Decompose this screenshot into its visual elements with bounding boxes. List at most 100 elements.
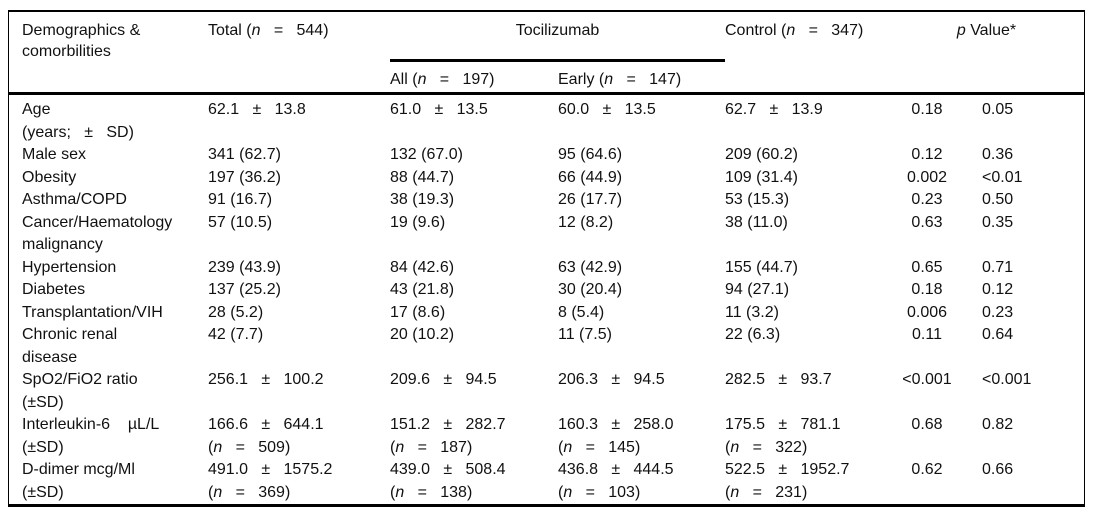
- row-label: Hypertension: [22, 257, 208, 280]
- header-group-tocilizumab: Tocilizumab: [390, 12, 725, 62]
- text-part: = 187): [404, 438, 473, 456]
- text-part: (: [390, 483, 396, 501]
- cell-control: 22 (6.3): [725, 324, 895, 369]
- cell-total: 57 (10.5): [208, 212, 390, 257]
- cell-line: 84 (42.6): [390, 258, 455, 276]
- text-part: = 197): [426, 71, 495, 88]
- cell-all: 38 (19.3): [390, 189, 558, 212]
- cell-total: 197 (36.2): [208, 167, 390, 190]
- cell-line: 17 (8.6): [390, 303, 446, 321]
- row-label: Chronic renal disease: [22, 324, 208, 369]
- cell-line: <0.001: [902, 371, 952, 388]
- cell-line: 0.82: [982, 416, 1014, 433]
- text-part: n: [251, 22, 261, 39]
- cell-line: 0.50: [982, 191, 1014, 208]
- cell-line: 439.0 ± 508.4: [390, 461, 506, 478]
- cell-line: Hypertension: [22, 258, 117, 276]
- cell-line: 151.2 ± 282.7: [390, 416, 506, 433]
- table-row: Hypertension 239 (43.9) 84 (42.6) 63 (42.9)…: [9, 257, 1084, 280]
- cell-line: 109 (31.4): [725, 168, 798, 186]
- cell-line: 282.5 ± 93.7: [725, 371, 832, 388]
- cell-p1: 0.62: [895, 459, 973, 504]
- cell-line: 12 (8.2): [558, 213, 614, 231]
- cell-control: 109 (31.4): [725, 167, 895, 190]
- cell-line: (n = 187): [390, 437, 558, 460]
- cell-p2: 0.64: [973, 324, 1084, 369]
- cell-line: Transplantation/VIH: [22, 303, 163, 321]
- cell-line: Chronic renal: [22, 326, 118, 343]
- cell-p1: 0.18: [895, 99, 973, 144]
- cell-all: 88 (44.7): [390, 167, 558, 190]
- cell-all: 151.2 ± 282.7 (n = 187): [390, 414, 558, 459]
- text-part: = 138): [404, 483, 473, 501]
- text-part: (: [390, 438, 396, 456]
- cell-p1: 0.18: [895, 279, 973, 302]
- cell-early: 60.0 ± 13.5: [558, 99, 725, 144]
- text-part: (: [208, 438, 214, 456]
- cell-line: 38 (11.0): [725, 213, 788, 231]
- cell-p1: 0.006: [895, 302, 973, 325]
- cell-line: (n = 231): [725, 482, 895, 505]
- cell-line: 11 (3.2): [725, 303, 779, 321]
- text-part: All (: [390, 71, 418, 88]
- cell-line: 53 (15.3): [725, 191, 790, 208]
- header-group-label: Tocilizumab: [515, 22, 600, 39]
- cell-p2: 0.35: [973, 212, 1084, 257]
- cell-line: 0.05: [982, 101, 1014, 118]
- cell-line: Age: [22, 101, 51, 118]
- cell-line: (±SD): [22, 483, 64, 501]
- text-part: n: [213, 438, 223, 456]
- table-row: Transplantation/VIH 28 (5.2) 17 (8.6) 8 (5.…: [9, 302, 1084, 325]
- cell-line: 20 (10.2): [390, 326, 455, 343]
- cell-all: 439.0 ± 508.4 (n = 138): [390, 459, 558, 504]
- cell-line: 0.18: [911, 281, 943, 298]
- cell-line: 42 (7.7): [208, 326, 264, 343]
- row-label: SpO2/FiO2 ratio (±SD): [22, 369, 208, 414]
- table-row: Obesity 197 (36.2) 88 (44.7) 66 (44.9) 109 (…: [9, 167, 1084, 190]
- cell-p1: 0.11: [895, 324, 973, 369]
- cell-line: 0.12: [982, 281, 1014, 298]
- cell-all: 20 (10.2): [390, 324, 558, 369]
- cell-line: 0.23: [911, 191, 943, 208]
- text-part: n: [417, 71, 427, 88]
- cell-early: 12 (8.2): [558, 212, 725, 257]
- cell-control: 209 (60.2): [725, 144, 895, 167]
- cell-line: 175.5 ± 781.1: [725, 416, 841, 433]
- cell-p1: <0.001: [895, 369, 973, 414]
- cell-line: 91 (16.7): [208, 191, 273, 208]
- cell-control: 62.7 ± 13.9: [725, 99, 895, 144]
- cell-line: 137 (25.2): [208, 281, 281, 298]
- cell-line: 0.11: [912, 326, 942, 343]
- demographics-table: Demographics & comorbilities Total (n = 5…: [8, 10, 1085, 507]
- cell-line: 62.7 ± 13.9: [725, 101, 823, 118]
- cell-early: 63 (42.9): [558, 257, 725, 280]
- text-part: = 145): [572, 438, 641, 456]
- cell-all: 132 (67.0): [390, 144, 558, 167]
- cell-p2: 0.23: [973, 302, 1084, 325]
- cell-p2: 0.36: [973, 144, 1084, 167]
- row-label: Cancer/Haematology malignancy: [22, 212, 208, 257]
- cell-line: (n = 103): [558, 482, 725, 505]
- text-part: n: [604, 71, 614, 88]
- cell-line: 30 (20.4): [558, 281, 623, 298]
- cell-early: 30 (20.4): [558, 279, 725, 302]
- text-part: n: [563, 483, 573, 501]
- cell-line: <0.001: [982, 371, 1032, 388]
- header-p-value: p Value*: [895, 12, 1084, 62]
- cell-line: 11 (7.5): [558, 326, 612, 343]
- cell-line: 0.62: [911, 461, 943, 478]
- cell-total: 42 (7.7): [208, 324, 390, 369]
- cell-p2: 0.05: [973, 99, 1084, 144]
- text-part: = 369): [222, 483, 291, 501]
- text-part: = 231): [739, 483, 808, 501]
- cell-line: 166.6 ± 644.1: [208, 416, 324, 433]
- cell-line: 43 (21.8): [390, 281, 455, 298]
- cell-line: (±SD): [22, 393, 64, 411]
- cell-line: 0.35: [982, 213, 1014, 231]
- header-early: Early (n = 147): [558, 62, 725, 92]
- cell-line: 0.71: [982, 258, 1014, 276]
- text-part: n: [730, 438, 740, 456]
- cell-line: Male sex: [22, 146, 87, 163]
- row-label: Male sex: [22, 144, 208, 167]
- text-part: Value*: [965, 22, 1017, 39]
